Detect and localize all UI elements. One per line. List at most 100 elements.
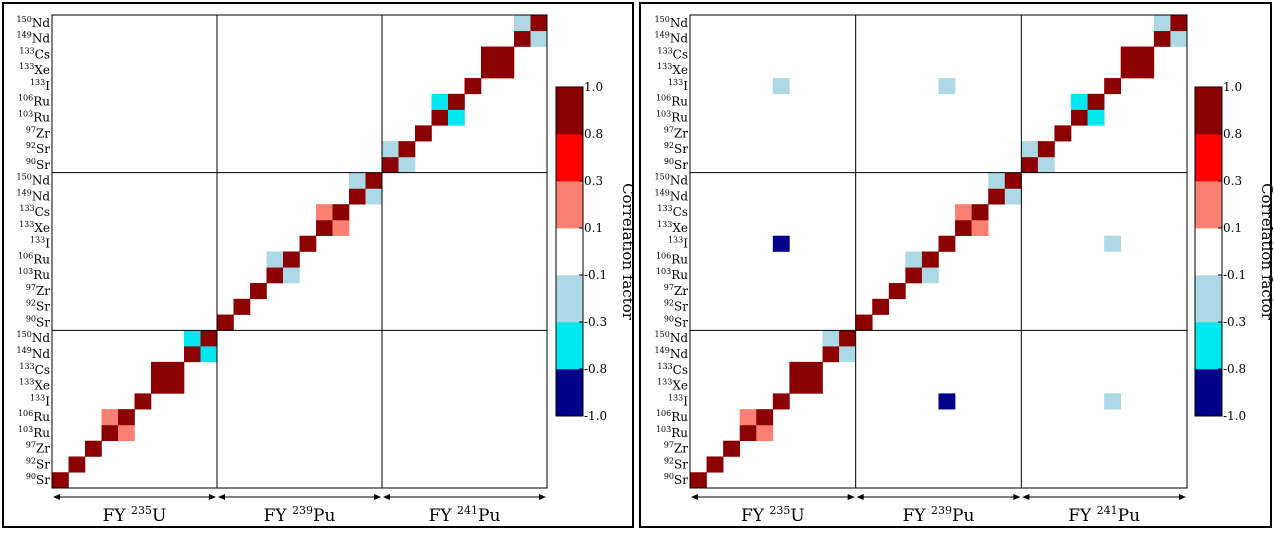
colorbar-segment <box>556 181 583 229</box>
matrix-cell <box>955 219 972 237</box>
matrix-cell <box>530 15 548 32</box>
arrow-head-right <box>1013 494 1021 500</box>
matrix-cell <box>365 172 383 189</box>
matrix-cell <box>382 156 399 173</box>
y-tick-label: 90Sr <box>664 157 688 172</box>
matrix-cell <box>349 188 366 205</box>
matrix-cell <box>938 235 956 252</box>
y-tick-label: 133Xe <box>657 220 688 235</box>
matrix-cell <box>1004 172 1022 189</box>
y-tick-label: 97Zr <box>664 441 689 456</box>
matrix-cell <box>1087 109 1105 126</box>
y-tick-label: 97Zr <box>26 283 51 298</box>
matrix-cell <box>101 424 119 441</box>
matrix-cell <box>349 172 366 189</box>
matrix-cell <box>365 188 383 205</box>
left-correlation-panel: 90Sr92Sr97Zr103Ru106Ru133I133Xe133Cs149N… <box>2 2 637 528</box>
colorbar-tick-label: -1.0 <box>584 409 607 423</box>
matrix-cell <box>690 472 707 489</box>
y-tick-label: 92Sr <box>664 299 688 314</box>
matrix-cell <box>938 393 956 410</box>
y-tick-label: 133I <box>30 236 50 251</box>
matrix-cell <box>184 346 201 363</box>
matrix-cell <box>415 125 432 142</box>
colorbar-segment <box>1195 181 1222 229</box>
matrix-cell <box>805 377 823 394</box>
matrix-cell <box>1104 393 1122 410</box>
matrix-cell <box>250 283 267 300</box>
matrix-cell <box>855 314 873 331</box>
y-tick-label: 103Ru <box>656 109 688 124</box>
y-tick-label: 106Ru <box>656 251 688 266</box>
colorbar-tick-label: 0.1 <box>584 221 603 235</box>
y-tick-label: 133Cs <box>657 362 688 377</box>
matrix-cell <box>233 298 251 315</box>
matrix-cell <box>316 204 333 221</box>
matrix-cell <box>118 424 135 441</box>
matrix-cell <box>398 141 416 158</box>
y-tick-label: 90Sr <box>26 157 50 172</box>
block-label: FY 239Pu <box>903 504 975 526</box>
matrix-cell <box>52 472 69 489</box>
y-tick-label: 106Ru <box>656 94 688 109</box>
matrix-cell <box>1037 141 1055 158</box>
colorbar-border <box>1194 86 1223 417</box>
colorbar-segment <box>1195 134 1222 182</box>
colorbar-tick-label: 1.0 <box>1223 80 1242 94</box>
y-tick-label: 92Sr <box>26 456 50 471</box>
matrix-cell <box>1021 141 1039 158</box>
y-tick-label: 106Ru <box>656 409 688 424</box>
y-tick-label: 133Xe <box>657 378 688 393</box>
arrow-head-right <box>539 494 546 500</box>
matrix-cell <box>1054 125 1072 142</box>
matrix-cell <box>266 267 284 284</box>
y-tick-label: 149Nd <box>17 188 51 203</box>
colorbar-segment <box>1195 87 1222 135</box>
matrix-cell <box>1104 78 1122 95</box>
matrix-cell <box>200 346 218 363</box>
matrix-cell <box>1153 15 1171 32</box>
colorbar-segment <box>556 134 583 182</box>
matrix-cell <box>905 267 923 284</box>
matrix-cell <box>151 361 168 378</box>
matrix-cell <box>1021 156 1039 173</box>
matrix-cell <box>872 298 890 315</box>
matrix-cell <box>839 330 856 347</box>
matrix-cell <box>200 330 218 347</box>
y-tick-label: 133Cs <box>657 204 688 219</box>
matrix-cell <box>1037 156 1055 173</box>
y-tick-label: 150Nd <box>17 173 51 188</box>
block-label: FY 235U <box>741 504 805 526</box>
colorbar-tick-label: -0.3 <box>1223 315 1246 329</box>
colorbar-segment <box>1195 369 1222 417</box>
matrix-cell <box>921 267 939 284</box>
y-tick-label: 133Xe <box>19 62 50 77</box>
matrix-cell <box>184 330 201 347</box>
matrix-cell <box>514 30 531 47</box>
arrow-head-right <box>209 494 216 500</box>
arrow-head-left <box>1022 494 1030 500</box>
matrix-cell <box>134 393 152 410</box>
matrix-cell <box>448 109 465 126</box>
matrix-cell <box>822 330 840 347</box>
matrix-cell <box>1104 235 1122 252</box>
matrix-cell <box>822 346 840 363</box>
matrix-cell <box>1137 46 1155 63</box>
matrix-cell <box>739 424 757 441</box>
matrix-cell <box>938 78 956 95</box>
y-tick-label: 92Sr <box>664 456 688 471</box>
y-tick-label: 133I <box>668 78 688 93</box>
y-tick-label: 133I <box>30 78 50 93</box>
matrix-cell <box>1137 62 1155 79</box>
matrix-cell <box>283 267 300 284</box>
matrix-cell <box>382 141 399 158</box>
arrow-head-left <box>691 494 698 500</box>
arrow-head-right <box>1179 494 1186 500</box>
matrix-cell <box>167 361 185 378</box>
y-tick-label: 92Sr <box>26 141 50 156</box>
block-label: FY 241Pu <box>1068 504 1140 526</box>
matrix-cell <box>497 62 515 79</box>
matrix-cell <box>839 346 856 363</box>
y-tick-label: 106Ru <box>18 94 50 109</box>
